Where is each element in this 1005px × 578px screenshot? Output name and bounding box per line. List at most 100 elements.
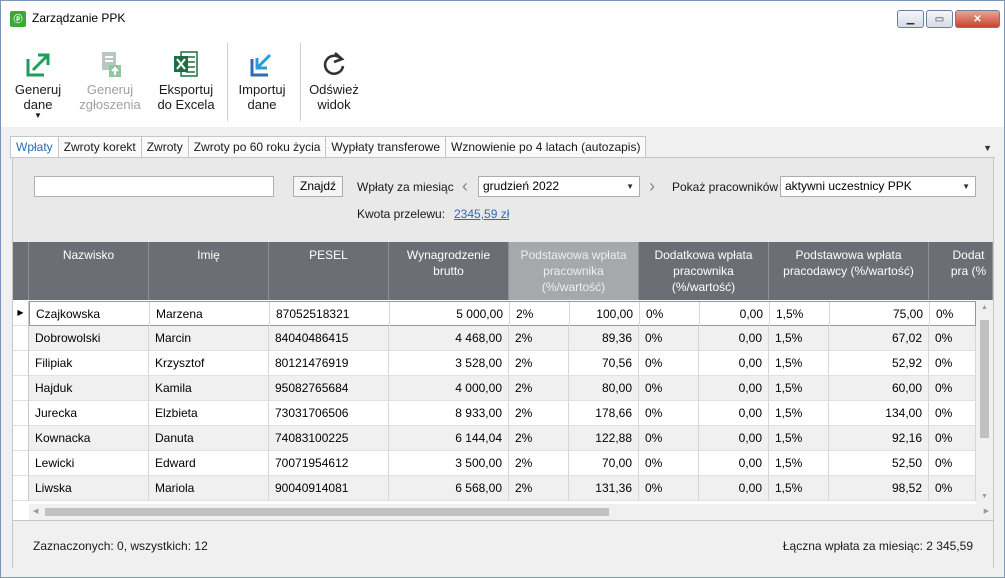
cell-employer-extra-percent[interactable]: 0% [929, 326, 976, 351]
cell-employer-basic-percent[interactable]: 1,5% [769, 476, 829, 501]
tab-wznowienie[interactable]: Wznowienie po 4 latach (autozapis) [445, 136, 647, 158]
cell-employee-extra-value[interactable]: 0,00 [699, 451, 769, 476]
cell-pesel[interactable]: 74083100225 [269, 426, 389, 451]
cell-employer-basic-value[interactable]: 98,52 [829, 476, 929, 501]
cell-employee-extra-percent[interactable]: 0% [639, 401, 699, 426]
cell-employee-basic-value[interactable]: 100,00 [570, 302, 640, 327]
cell-surname[interactable]: Dobrowolski [29, 326, 149, 351]
cell-employee-basic-value[interactable]: 122,88 [569, 426, 639, 451]
row-header[interactable] [13, 426, 29, 451]
column-header-employer-extra[interactable]: Dodat pra (% [929, 242, 993, 300]
cell-employee-extra-percent[interactable]: 0% [639, 476, 699, 501]
cell-gross[interactable]: 6 144,04 [389, 426, 509, 451]
generate-data-button[interactable]: Generuj dane ▼ [11, 49, 65, 120]
cell-employee-basic-percent[interactable]: 2% [509, 451, 569, 476]
cell-employer-extra-percent[interactable]: 0% [930, 302, 977, 327]
cell-pesel[interactable]: 84040486415 [269, 326, 389, 351]
cell-employee-basic-percent[interactable]: 2% [509, 376, 569, 401]
close-button[interactable]: ✕ [955, 10, 1000, 28]
current-row-indicator[interactable]: ▶ [13, 301, 29, 326]
cell-employee-extra-value[interactable]: 0,00 [699, 326, 769, 351]
cell-employee-basic-value[interactable]: 70,56 [569, 351, 639, 376]
cell-gross[interactable]: 5 000,00 [390, 302, 510, 327]
cell-employer-basic-percent[interactable]: 1,5% [769, 451, 829, 476]
cell-name[interactable]: Mariola [149, 476, 269, 501]
export-excel-button[interactable]: Eksportuj do Excela [154, 49, 218, 112]
cell-gross[interactable]: 4 468,00 [389, 326, 509, 351]
row-header[interactable] [13, 451, 29, 476]
cell-employer-basic-value[interactable]: 52,50 [829, 451, 929, 476]
cell-surname[interactable]: Liwska [29, 476, 149, 501]
cell-name[interactable]: Danuta [149, 426, 269, 451]
cell-gross[interactable]: 6 568,00 [389, 476, 509, 501]
month-select[interactable]: grudzień 2022 ▼ [478, 176, 640, 197]
row-header[interactable] [13, 476, 29, 501]
cell-gross[interactable]: 8 933,00 [389, 401, 509, 426]
cell-employee-basic-percent[interactable]: 2% [509, 351, 569, 376]
cell-employer-extra-percent[interactable]: 0% [929, 401, 976, 426]
cell-employee-extra-value[interactable]: 0,00 [699, 426, 769, 451]
cell-employee-basic-percent[interactable]: 2% [509, 401, 569, 426]
find-button[interactable]: Znajdź [293, 176, 343, 197]
cell-pesel[interactable]: 73031706506 [269, 401, 389, 426]
cell-employer-basic-value[interactable]: 134,00 [829, 401, 929, 426]
cell-employer-basic-value[interactable]: 92,16 [829, 426, 929, 451]
cell-employer-basic-percent[interactable]: 1,5% [770, 302, 830, 327]
row-header[interactable] [13, 401, 29, 426]
cell-employee-extra-value[interactable]: 0,00 [699, 351, 769, 376]
cell-employee-basic-value[interactable]: 80,00 [569, 376, 639, 401]
cell-pesel[interactable]: 90040914081 [269, 476, 389, 501]
chevron-right-icon[interactable]: › [649, 176, 655, 196]
cell-employee-basic-value[interactable]: 131,36 [569, 476, 639, 501]
cell-surname[interactable]: Filipiak [29, 351, 149, 376]
table-row[interactable]: Kownacka Danuta 74083100225 6 144,04 2% 122,8… [29, 426, 976, 451]
table-row[interactable]: Liwska Mariola 90040914081 6 568,00 2% 131,36… [29, 476, 976, 501]
cell-employer-basic-percent[interactable]: 1,5% [769, 326, 829, 351]
horizontal-scrollbar[interactable]: ◀ ▶ [29, 504, 993, 520]
scroll-left-icon[interactable]: ◀ [33, 508, 39, 515]
cell-employer-basic-value[interactable]: 75,00 [830, 302, 930, 327]
cell-employer-basic-percent[interactable]: 1,5% [769, 351, 829, 376]
cell-employer-basic-value[interactable]: 67,02 [829, 326, 929, 351]
cell-pesel[interactable]: 70071954612 [269, 451, 389, 476]
cell-employer-basic-percent[interactable]: 1,5% [769, 401, 829, 426]
cell-surname[interactable]: Hajduk [29, 376, 149, 401]
cell-employee-basic-value[interactable]: 89,36 [569, 326, 639, 351]
table-row[interactable]: Lewicki Edward 70071954612 3 500,00 2% 70,00 0… [29, 451, 976, 476]
search-input[interactable] [34, 176, 274, 197]
cell-name[interactable]: Krzysztof [149, 351, 269, 376]
cell-employer-extra-percent[interactable]: 0% [929, 376, 976, 401]
cell-employee-basic-percent[interactable]: 2% [509, 426, 569, 451]
table-row[interactable]: Czajkowska Marzena 87052518321 5 000,00 2% 10… [29, 301, 977, 327]
cell-employee-extra-value[interactable]: 0,00 [699, 476, 769, 501]
cell-employee-basic-percent[interactable]: 2% [509, 326, 569, 351]
cell-employee-basic-value[interactable]: 70,00 [569, 451, 639, 476]
scroll-down-icon[interactable]: ▼ [981, 493, 988, 500]
cell-pesel[interactable]: 95082765684 [269, 376, 389, 401]
import-data-button[interactable]: Importuj dane [233, 49, 291, 112]
cell-employee-extra-percent[interactable]: 0% [639, 426, 699, 451]
row-header[interactable] [13, 326, 29, 351]
cell-gross[interactable]: 3 528,00 [389, 351, 509, 376]
cell-employer-basic-value[interactable]: 60,00 [829, 376, 929, 401]
vertical-scrollbar[interactable]: ▲ ▼ [976, 300, 993, 504]
cell-employer-extra-percent[interactable]: 0% [929, 426, 976, 451]
column-header-pesel[interactable]: PESEL [269, 242, 389, 300]
tab-zwroty-po-60[interactable]: Zwroty po 60 roku życia [187, 136, 327, 158]
table-row[interactable]: Dobrowolski Marcin 84040486415 4 468,00 2% 89… [29, 326, 976, 351]
cell-surname[interactable]: Czajkowska [30, 302, 150, 327]
column-header-gross[interactable]: Wynagrodzenie brutto [389, 242, 509, 300]
cell-employee-basic-value[interactable]: 178,66 [569, 401, 639, 426]
cell-name[interactable]: Marzena [150, 302, 270, 327]
cell-employer-extra-percent[interactable]: 0% [929, 451, 976, 476]
scroll-right-icon[interactable]: ▶ [983, 508, 989, 515]
cell-employee-extra-percent[interactable]: 0% [639, 376, 699, 401]
cell-name[interactable]: Kamila [149, 376, 269, 401]
scroll-up-icon[interactable]: ▲ [981, 304, 988, 311]
cell-surname[interactable]: Jurecka [29, 401, 149, 426]
cell-employee-extra-percent[interactable]: 0% [640, 302, 700, 327]
column-header-employee-basic[interactable]: Podstawowa wpłata pracownika (%/wartość) [509, 242, 639, 300]
tabs-dropdown-icon[interactable]: ▼ [983, 143, 992, 153]
refresh-view-button[interactable]: Odśwież widok [305, 49, 363, 112]
table-row[interactable]: Jurecka Elzbieta 73031706506 8 933,00 2% 178,… [29, 401, 976, 426]
